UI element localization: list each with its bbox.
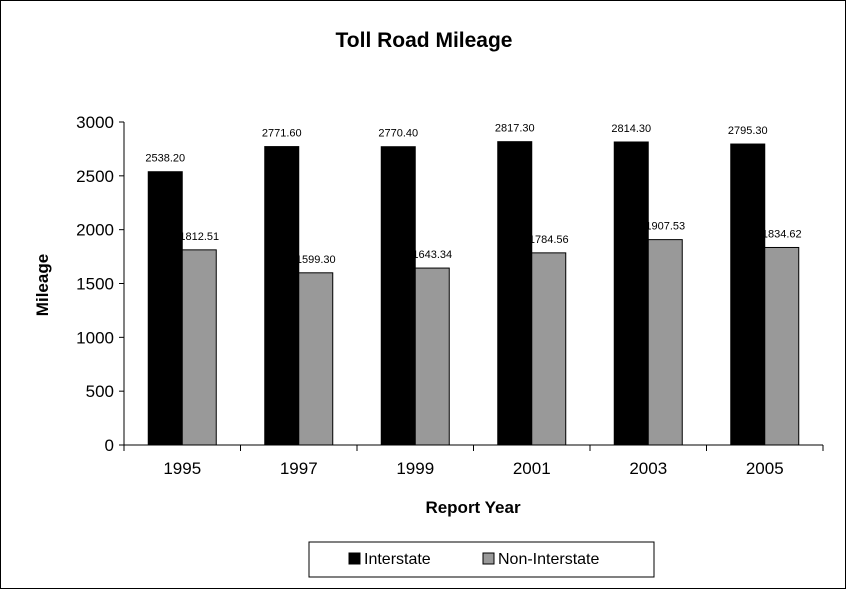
x-tick-label: 2005 — [746, 459, 784, 478]
y-tick-label: 0 — [105, 436, 114, 455]
y-axis-title: Mileage — [33, 254, 52, 316]
x-tick-label: 1995 — [163, 459, 201, 478]
legend-label-interstate: Interstate — [364, 551, 431, 568]
bar-interstate — [730, 143, 766, 446]
bar-non-interstate — [531, 252, 567, 446]
y-tick-label: 3000 — [76, 113, 114, 132]
x-axis-title: Report Year — [425, 498, 521, 517]
data-label: 2771.60 — [262, 128, 302, 140]
bar-interstate — [497, 141, 533, 446]
legend-box — [308, 541, 655, 578]
legend: Interstate Non-Interstate — [308, 541, 655, 578]
data-label: 1812.51 — [179, 231, 219, 243]
bar-non-interstate — [414, 267, 450, 446]
bar-non-interstate — [298, 272, 334, 446]
data-label: 2795.30 — [728, 125, 768, 137]
y-tick-label: 500 — [86, 382, 114, 401]
y-tick-label: 2000 — [76, 221, 114, 240]
chart-title: Toll Road Mileage — [336, 29, 513, 52]
y-tick-label: 1500 — [76, 275, 114, 294]
bar-non-interstate — [764, 246, 800, 446]
y-tick-label: 1000 — [76, 328, 114, 347]
x-tick-label: 1997 — [280, 459, 318, 478]
x-tick-label: 2003 — [629, 459, 667, 478]
data-label: 1643.34 — [412, 249, 452, 261]
data-label: 2538.20 — [145, 153, 185, 165]
bar-non-interstate — [181, 249, 217, 446]
data-label: 1599.30 — [296, 254, 336, 266]
bar-interstate — [380, 146, 416, 446]
data-label: 1784.56 — [529, 234, 569, 246]
legend-swatch-non-interstate — [482, 552, 495, 565]
data-label: 2770.40 — [378, 128, 418, 140]
plot-area: 0 500 1000 1500 2000 2500 3000 1995 2538.20 1812.… — [76, 113, 824, 478]
data-label: 2814.30 — [611, 123, 651, 135]
bar-interstate — [147, 171, 183, 446]
x-tick-label: 1999 — [396, 459, 434, 478]
data-label: 1907.53 — [645, 221, 685, 233]
legend-label-non-interstate: Non-Interstate — [498, 551, 599, 568]
bar-non-interstate — [647, 239, 683, 446]
data-label: 2817.30 — [495, 123, 535, 135]
legend-swatch-interstate — [348, 552, 361, 565]
x-tick-label: 2001 — [513, 459, 551, 478]
data-label: 1834.62 — [762, 228, 802, 240]
bar-interstate — [613, 141, 649, 446]
y-tick-label: 2500 — [76, 167, 114, 186]
bar-interstate — [264, 146, 300, 446]
